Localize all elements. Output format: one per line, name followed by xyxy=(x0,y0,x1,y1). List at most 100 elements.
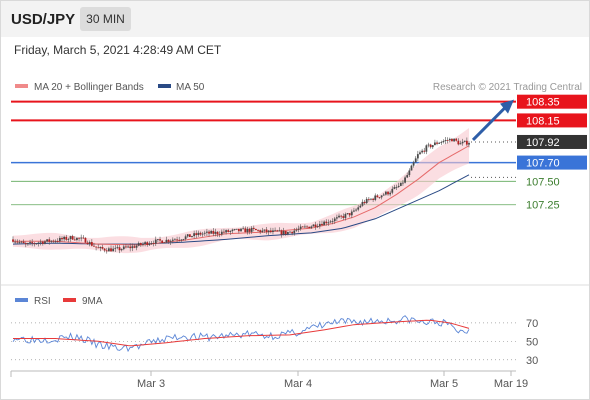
candle-body xyxy=(78,237,80,239)
candle-body xyxy=(20,241,23,243)
candle-body xyxy=(363,201,366,204)
candle-body xyxy=(246,228,249,233)
candle-body xyxy=(201,233,204,235)
candle-body xyxy=(397,185,400,187)
candle-body xyxy=(468,143,470,145)
candle-body xyxy=(86,242,89,245)
x-tick-label: Mar 4 xyxy=(284,378,312,390)
legend-ma20: MA 20 + Bollinger Bands xyxy=(34,82,144,93)
candle-body xyxy=(84,237,87,243)
candle-body xyxy=(63,236,66,240)
candle-body xyxy=(105,250,108,252)
candle-body xyxy=(333,218,336,222)
candle-body xyxy=(50,240,53,242)
candle-body xyxy=(210,230,213,234)
symbol-title: USD/JPY xyxy=(11,11,76,28)
candle-body xyxy=(310,226,313,229)
interval-button[interactable]: 30 MIN xyxy=(80,7,131,31)
candle-body xyxy=(280,230,283,235)
candle-body xyxy=(374,195,377,200)
candle-body xyxy=(127,246,129,248)
candle-body xyxy=(52,240,55,242)
candle-body xyxy=(159,239,161,241)
candle-body xyxy=(235,228,238,230)
candle-body xyxy=(231,229,234,232)
candle-body xyxy=(259,230,262,233)
candle-body xyxy=(306,226,308,228)
candle-body xyxy=(308,226,311,229)
candle-body xyxy=(76,237,78,240)
candle-body xyxy=(150,243,153,245)
candle-body xyxy=(340,215,343,217)
candle-body xyxy=(90,242,93,246)
candle-body xyxy=(118,247,121,251)
candle-body xyxy=(250,227,253,232)
legend-ma50: MA 50 xyxy=(176,82,205,93)
candle-body xyxy=(421,150,424,153)
candle-body xyxy=(329,221,332,223)
timestamp: Friday, March 5, 2021 4:28:49 AM CET xyxy=(14,43,222,57)
candle-body xyxy=(406,175,409,178)
candle-body xyxy=(399,182,402,186)
candle-body xyxy=(331,221,334,222)
candle-body xyxy=(365,198,368,204)
candle-body xyxy=(133,246,136,248)
candle-body xyxy=(242,228,245,230)
copyright: Research © 2021 Trading Central xyxy=(433,82,582,93)
candle-body xyxy=(95,246,98,248)
candle-body xyxy=(372,198,375,200)
candle-body xyxy=(18,242,21,243)
candle-body xyxy=(295,229,298,231)
candle-body xyxy=(54,241,57,242)
candle-body xyxy=(404,177,406,183)
candle-body xyxy=(114,247,117,249)
candle-body xyxy=(197,232,200,236)
candle-body xyxy=(233,229,236,231)
candle-body xyxy=(393,187,396,189)
candle-body xyxy=(348,213,351,216)
candle-body xyxy=(56,241,59,242)
level-label-bg xyxy=(517,155,587,170)
candle-body xyxy=(382,194,385,196)
candle-body xyxy=(163,242,166,244)
candle-body xyxy=(395,186,398,188)
candle-body xyxy=(12,239,14,242)
candle-body xyxy=(291,231,294,234)
candle-body xyxy=(414,158,417,163)
candle-body xyxy=(82,237,85,239)
candle-body xyxy=(248,228,251,232)
candle-body xyxy=(16,241,19,243)
candle-body xyxy=(338,215,340,218)
candle-body xyxy=(376,195,379,198)
candle-body xyxy=(355,209,357,211)
x-axis: Mar 3 Mar 4 Mar 5 Mar 19 xyxy=(137,371,528,390)
candle-body xyxy=(182,239,185,240)
candle-body xyxy=(278,230,281,232)
candle-body xyxy=(272,230,274,233)
candle-body xyxy=(24,243,27,245)
candle-body xyxy=(444,139,447,142)
candle-body xyxy=(265,229,268,233)
candle-body xyxy=(304,226,306,228)
candle-body xyxy=(125,246,127,248)
candle-body xyxy=(367,198,370,200)
level-label: 107.70 xyxy=(526,158,560,170)
candle-body xyxy=(325,221,328,224)
projection-arrow xyxy=(471,105,508,142)
candle-body xyxy=(408,170,411,176)
candle-body xyxy=(137,243,140,246)
candle-body xyxy=(357,207,360,210)
legend-swatch-ma20 xyxy=(15,84,28,88)
legend-rsi: RSI xyxy=(34,296,51,307)
candle-body xyxy=(93,245,95,247)
candle-body xyxy=(144,242,147,244)
legend-swatch-9ma xyxy=(63,298,76,302)
candle-body xyxy=(463,140,466,142)
candle-body xyxy=(58,237,61,242)
candle-body xyxy=(35,243,38,245)
rsi-tick-label: 50 xyxy=(526,336,538,348)
candle-body xyxy=(359,205,362,208)
candle-body xyxy=(39,241,42,243)
candle-body xyxy=(225,230,227,233)
